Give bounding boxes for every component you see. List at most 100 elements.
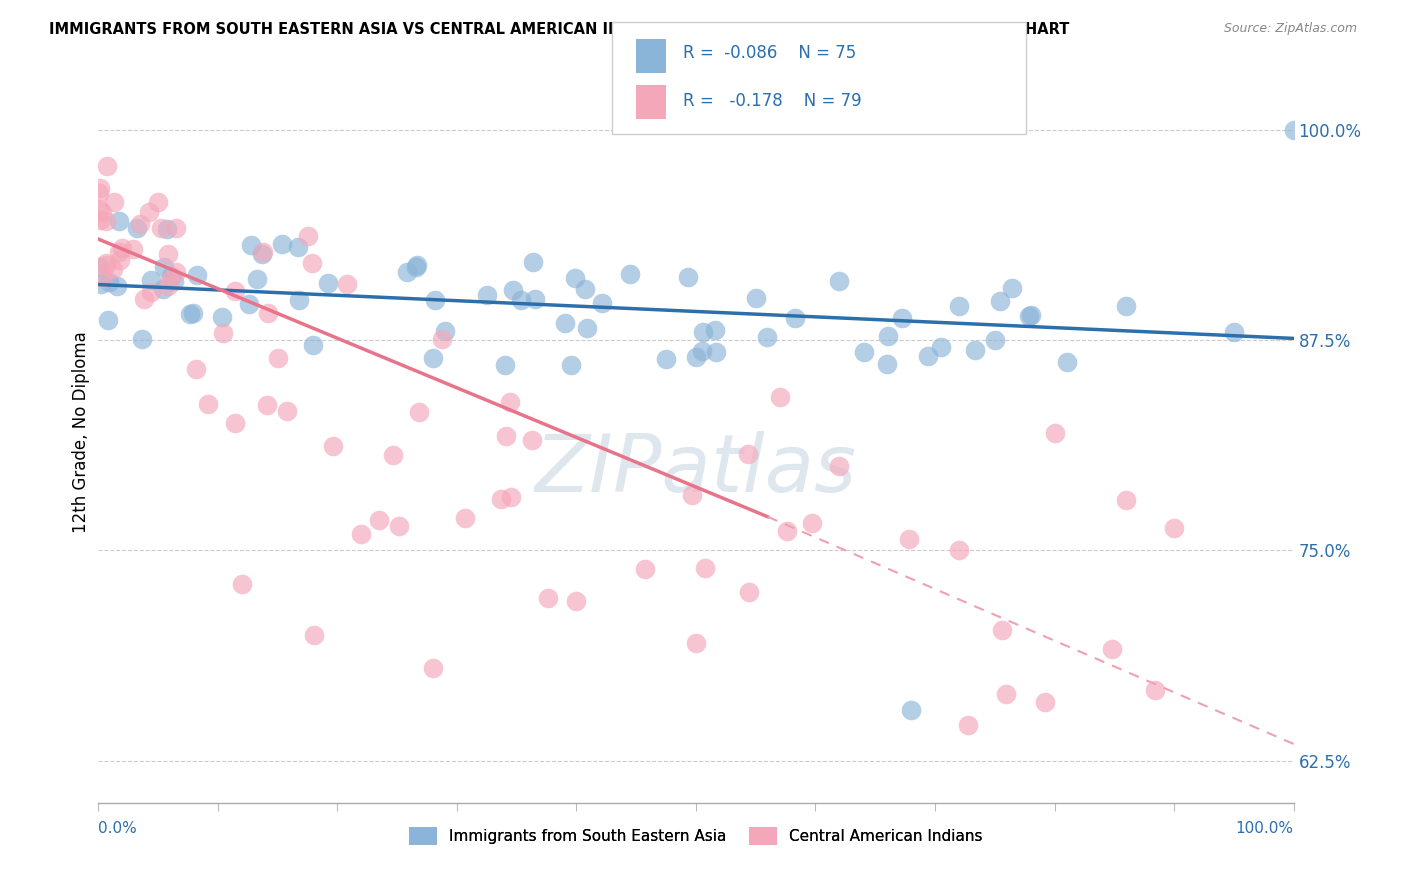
Point xyxy=(179,307,201,321)
Point xyxy=(499,490,522,504)
Point xyxy=(89,181,111,195)
Point xyxy=(564,270,586,285)
Point xyxy=(141,273,163,287)
Point xyxy=(948,543,970,558)
Point xyxy=(257,306,280,320)
Point xyxy=(267,351,290,365)
Point xyxy=(287,293,309,307)
Text: IMMIGRANTS FROM SOUTH EASTERN ASIA VS CENTRAL AMERICAN INDIAN 12TH GRADE, NO DIP: IMMIGRANTS FROM SOUTH EASTERN ASIA VS CE… xyxy=(49,22,1070,37)
Point xyxy=(828,274,851,288)
Text: 100.0%: 100.0% xyxy=(1236,822,1294,837)
Point xyxy=(1056,355,1078,369)
Point xyxy=(430,332,453,346)
Point xyxy=(301,256,323,270)
Point xyxy=(122,242,145,256)
Point xyxy=(165,264,187,278)
Point xyxy=(655,351,678,366)
Point xyxy=(98,275,121,289)
Point xyxy=(238,297,260,311)
Point xyxy=(853,345,876,359)
Point xyxy=(422,351,444,365)
Point xyxy=(110,241,132,255)
Point xyxy=(89,260,111,274)
Point xyxy=(381,448,404,462)
Point xyxy=(785,310,807,325)
Point xyxy=(565,594,588,608)
Point xyxy=(956,718,979,732)
Point xyxy=(87,186,110,201)
Point xyxy=(575,321,598,335)
Point xyxy=(231,577,253,591)
Point xyxy=(681,488,703,502)
Point xyxy=(184,362,207,376)
Point xyxy=(1043,425,1066,440)
Point xyxy=(1018,309,1040,323)
Point xyxy=(537,591,560,605)
Point xyxy=(1282,122,1305,136)
Point xyxy=(157,247,180,261)
Point xyxy=(153,260,176,275)
Point xyxy=(150,220,173,235)
Point xyxy=(423,293,446,307)
Point xyxy=(876,357,898,371)
Point xyxy=(94,256,117,270)
Point xyxy=(125,221,148,235)
Point xyxy=(96,258,118,272)
Point xyxy=(685,350,707,364)
Point xyxy=(502,283,524,297)
Point xyxy=(302,627,325,641)
Point xyxy=(489,491,512,506)
Point xyxy=(520,433,543,447)
Point xyxy=(395,264,418,278)
Point xyxy=(434,324,457,338)
Legend: Immigrants from South Eastern Asia, Central American Indians: Immigrants from South Eastern Asia, Cent… xyxy=(404,821,988,851)
Point xyxy=(619,267,641,281)
Point xyxy=(891,310,914,325)
Point xyxy=(591,296,613,310)
Point xyxy=(224,285,246,299)
Point xyxy=(246,272,269,286)
Point xyxy=(132,292,155,306)
Point xyxy=(165,220,187,235)
Point xyxy=(96,159,118,173)
Point xyxy=(690,343,713,358)
Point xyxy=(87,202,110,216)
Point xyxy=(101,262,124,277)
Y-axis label: 12th Grade, No Diploma: 12th Grade, No Diploma xyxy=(72,332,90,533)
Point xyxy=(297,229,319,244)
Point xyxy=(574,282,596,296)
Point xyxy=(240,238,263,252)
Point xyxy=(931,340,953,354)
Text: R =   -0.178    N = 79: R = -0.178 N = 79 xyxy=(683,92,862,110)
Point xyxy=(1223,325,1246,339)
Point xyxy=(156,222,179,236)
Point xyxy=(554,316,576,330)
Point xyxy=(157,279,180,293)
Point xyxy=(994,687,1017,701)
Text: Source: ZipAtlas.com: Source: ZipAtlas.com xyxy=(1223,22,1357,36)
Point xyxy=(405,260,427,274)
Point xyxy=(523,292,546,306)
Point xyxy=(1163,521,1185,535)
Point xyxy=(1143,682,1166,697)
Point xyxy=(1001,280,1024,294)
Point xyxy=(745,291,768,305)
Point xyxy=(1033,695,1056,709)
Point xyxy=(948,300,970,314)
Point xyxy=(422,661,444,675)
Point xyxy=(301,338,323,352)
Point xyxy=(704,344,727,359)
Point xyxy=(211,310,233,324)
Point xyxy=(988,293,1011,308)
Point xyxy=(984,333,1007,347)
Point xyxy=(97,313,120,327)
Point xyxy=(634,562,657,576)
Point xyxy=(769,390,792,404)
Point xyxy=(509,293,531,307)
Point xyxy=(152,282,174,296)
Point xyxy=(991,623,1014,637)
Point xyxy=(146,194,169,209)
Point xyxy=(408,405,430,419)
Text: 0.0%: 0.0% xyxy=(98,822,138,837)
Point xyxy=(103,195,125,210)
